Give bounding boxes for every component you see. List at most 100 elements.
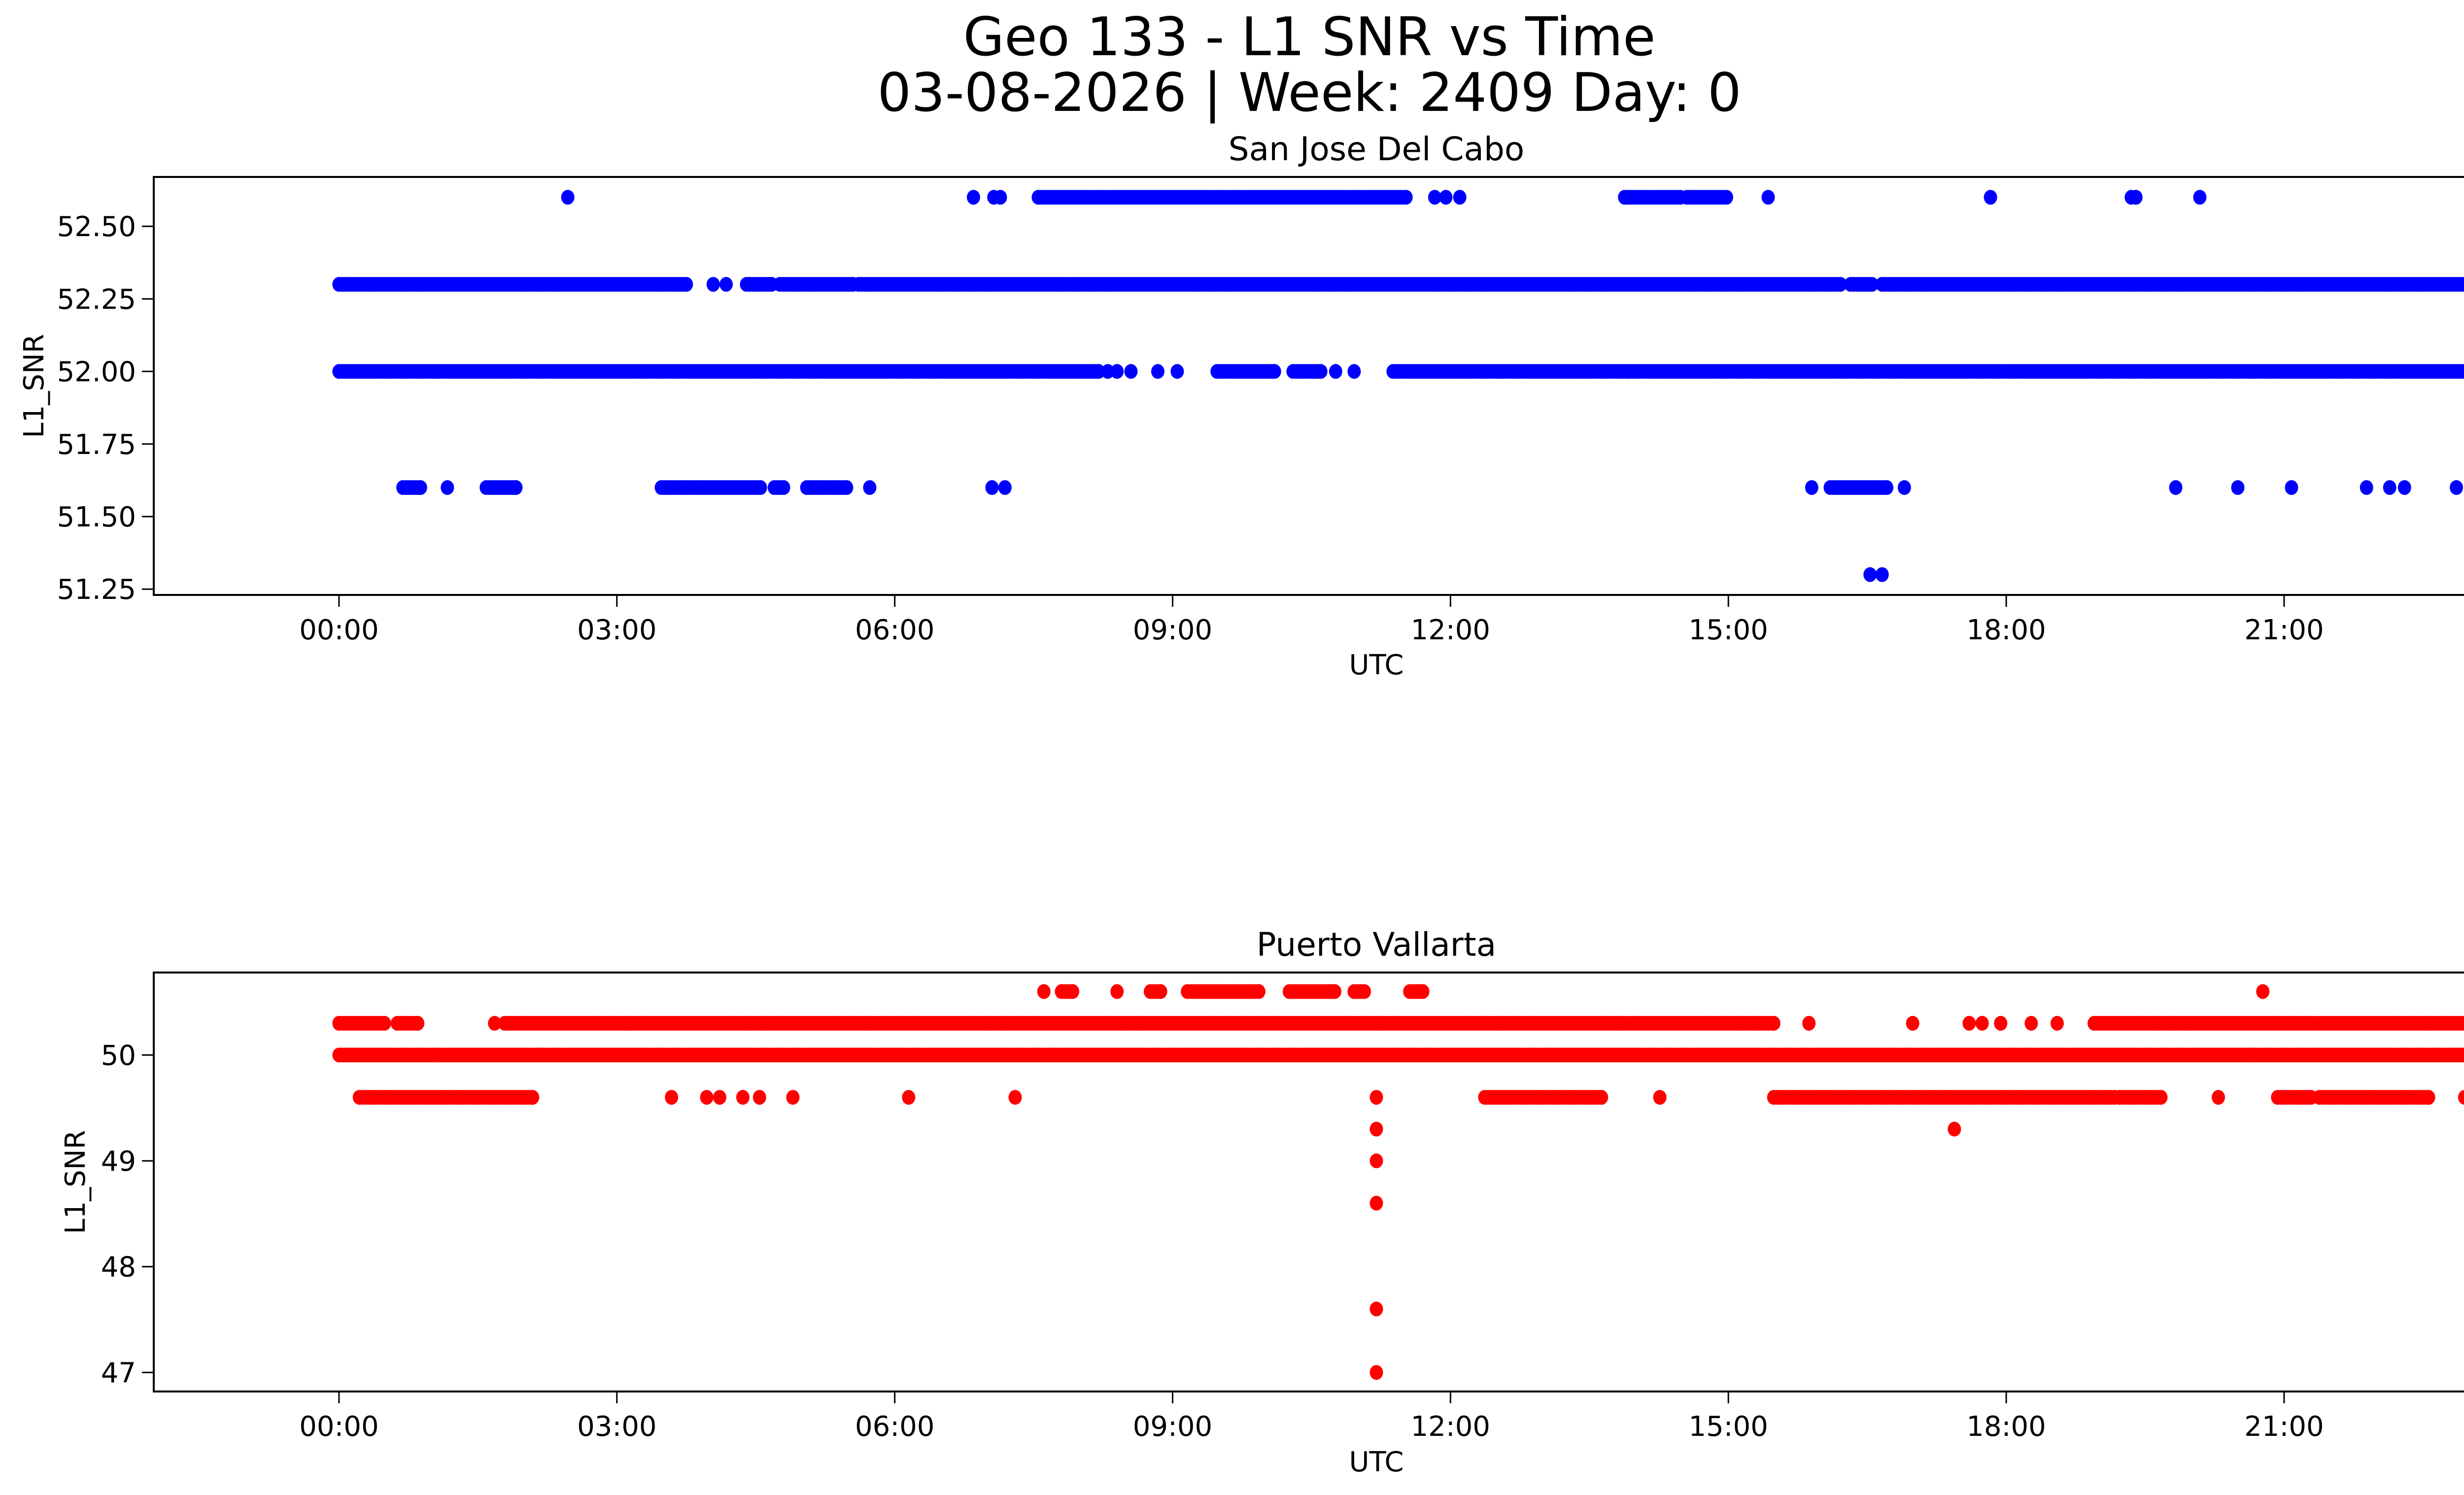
x-ticks: 00:00 03:00 06:00 09:00 12:00 15:00 18:00 21:00… bbox=[299, 595, 2324, 646]
axes-san-jose-del-cabo: San Jose Del Cabo 00:00 03:00 06:00 09:00 12… bbox=[18, 130, 2464, 681]
x-axis-label: UTC bbox=[1349, 649, 1403, 681]
data-point bbox=[2169, 480, 2183, 495]
data-point bbox=[1761, 190, 1775, 205]
data-point bbox=[441, 480, 454, 495]
data-point bbox=[2129, 190, 2143, 205]
data-point bbox=[2360, 480, 2373, 495]
y-tick-label: 52.50 bbox=[57, 211, 136, 243]
data-point bbox=[998, 480, 1012, 495]
x-ticks: 00:00 03:00 06:00 09:00 12:00 15:00 18:00 21:00… bbox=[299, 1391, 2324, 1443]
data-point bbox=[1092, 364, 1105, 379]
x-tick-label: 21:00 bbox=[2244, 1411, 2324, 1443]
data-point bbox=[2024, 1016, 2038, 1031]
data-point bbox=[1653, 1090, 1667, 1105]
y-ticks: 47 48 49 50 bbox=[101, 1040, 154, 1389]
data-point bbox=[1802, 1016, 1816, 1031]
data-point bbox=[1369, 1121, 1383, 1137]
data-point bbox=[713, 1090, 726, 1105]
x-tick-label: 06:00 bbox=[855, 1411, 934, 1443]
y-tick-label: 51.50 bbox=[57, 501, 136, 533]
data-point bbox=[2383, 480, 2396, 495]
data-point bbox=[2462, 1050, 2464, 1060]
data-point bbox=[1124, 364, 1138, 379]
data-point bbox=[1252, 984, 1266, 999]
x-tick-label: 06:00 bbox=[855, 614, 934, 646]
data-point bbox=[2460, 1016, 2464, 1030]
data-point bbox=[680, 277, 693, 292]
data-point bbox=[993, 190, 1007, 205]
y-tick-label: 52.00 bbox=[57, 356, 136, 388]
data-point bbox=[1369, 1090, 1383, 1105]
data-point bbox=[411, 1016, 425, 1031]
x-tick-label: 15:00 bbox=[1689, 614, 1768, 646]
data-point bbox=[1314, 364, 1328, 379]
axes-title: San Jose Del Cabo bbox=[1229, 130, 1525, 168]
data-point bbox=[1962, 1016, 1976, 1031]
x-axis-label: UTC bbox=[1349, 1446, 1403, 1478]
data-point bbox=[1834, 277, 1848, 292]
data-point bbox=[1358, 984, 1371, 999]
data-point bbox=[1863, 567, 1877, 582]
data-point bbox=[2459, 1047, 2464, 1062]
x-tick-label: 12:00 bbox=[1411, 614, 1490, 646]
y-ticks: 51.25 51.50 51.75 52.00 52.25 52.50 bbox=[57, 211, 154, 606]
x-tick-label: 09:00 bbox=[1133, 1411, 1212, 1443]
y-axis-label: L1_SNR bbox=[60, 1130, 92, 1234]
data-point bbox=[1399, 190, 1413, 205]
data-point bbox=[1369, 1365, 1383, 1380]
y-tick-label: 50 bbox=[101, 1040, 136, 1072]
scatter-marks bbox=[332, 984, 2464, 1380]
data-point bbox=[1984, 190, 1997, 205]
data-point bbox=[2459, 277, 2464, 292]
data-point bbox=[1880, 480, 1894, 495]
data-point bbox=[561, 190, 575, 205]
x-tick-label: 18:00 bbox=[1966, 614, 2046, 646]
data-point bbox=[1719, 190, 1733, 205]
data-point bbox=[2050, 1016, 2064, 1031]
data-point bbox=[1110, 984, 1124, 999]
data-point bbox=[2256, 984, 2270, 999]
data-point bbox=[1767, 1016, 1780, 1031]
x-tick-label: 03:00 bbox=[577, 1411, 656, 1443]
x-tick-label: 03:00 bbox=[577, 614, 656, 646]
scatter-marks bbox=[332, 190, 2464, 582]
axes-puerto-vallarta: Puerto Vallarta 00:00 03:00 06:00 09:00 12:0… bbox=[60, 926, 2464, 1478]
data-point bbox=[1416, 984, 1430, 999]
data-point bbox=[1101, 364, 1115, 379]
data-point bbox=[840, 480, 854, 495]
data-point bbox=[1267, 364, 1281, 379]
data-point bbox=[1151, 364, 1164, 379]
data-point bbox=[1170, 364, 1184, 379]
data-point bbox=[2231, 480, 2245, 495]
x-tick-label: 12:00 bbox=[1411, 1411, 1490, 1443]
data-point bbox=[1805, 480, 1818, 495]
data-point bbox=[1037, 984, 1051, 999]
data-point bbox=[2193, 190, 2207, 205]
data-point bbox=[2154, 1090, 2168, 1105]
figure-title-line1: Geo 133 - L1 SNR vs Time bbox=[963, 6, 1655, 68]
data-point bbox=[700, 1090, 714, 1105]
data-point bbox=[1110, 364, 1124, 379]
data-point bbox=[753, 480, 767, 495]
data-point bbox=[1875, 567, 1889, 582]
data-point bbox=[706, 277, 720, 292]
data-point bbox=[2463, 367, 2464, 376]
data-point bbox=[863, 480, 877, 495]
data-point bbox=[1369, 1195, 1383, 1211]
data-point bbox=[1906, 1016, 1919, 1031]
y-axis-label: L1_SNR bbox=[18, 334, 50, 438]
data-point bbox=[2212, 1090, 2225, 1105]
data-point bbox=[2450, 480, 2464, 495]
data-point bbox=[966, 190, 980, 205]
data-point bbox=[736, 1090, 750, 1105]
data-point bbox=[1369, 1301, 1383, 1317]
data-point bbox=[2397, 480, 2411, 495]
data-point bbox=[1975, 1016, 1989, 1031]
data-point bbox=[1595, 1090, 1608, 1105]
data-point bbox=[1865, 277, 1879, 292]
data-point bbox=[488, 1016, 502, 1031]
x-tick-label: 21:00 bbox=[2244, 614, 2324, 646]
x-tick-label: 09:00 bbox=[1133, 614, 1212, 646]
data-point bbox=[2459, 364, 2464, 379]
